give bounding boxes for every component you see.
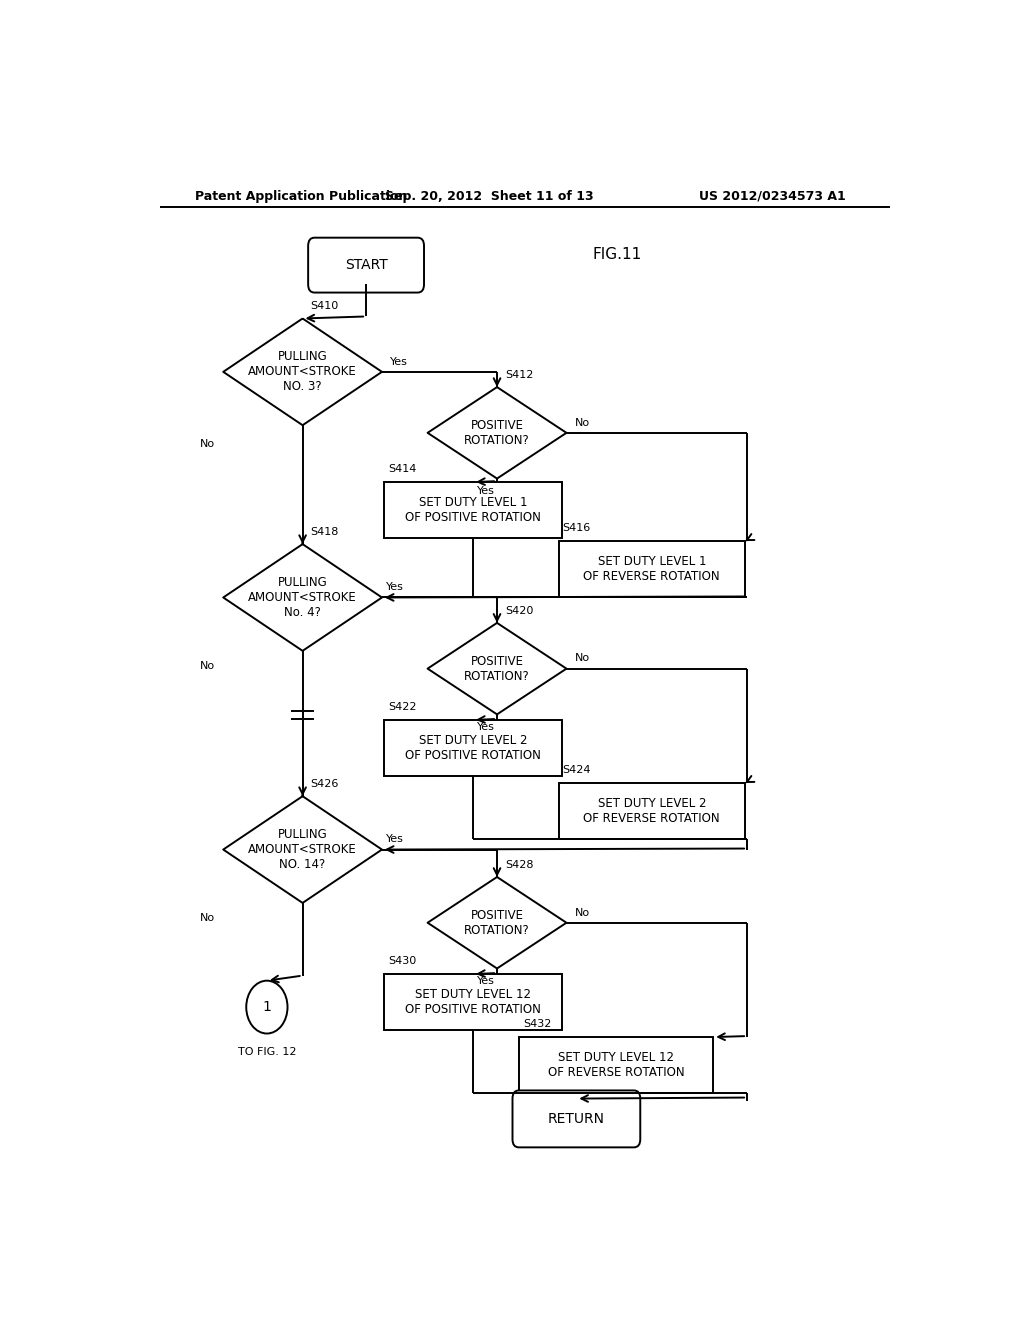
Text: Sep. 20, 2012  Sheet 11 of 13: Sep. 20, 2012 Sheet 11 of 13 xyxy=(385,190,593,202)
Text: TO FIG. 12: TO FIG. 12 xyxy=(238,1047,296,1057)
Text: POSITIVE
ROTATION?: POSITIVE ROTATION? xyxy=(464,908,529,937)
Text: SET DUTY LEVEL 2
OF REVERSE ROTATION: SET DUTY LEVEL 2 OF REVERSE ROTATION xyxy=(584,797,720,825)
Text: S418: S418 xyxy=(310,527,339,537)
Text: PULLING
AMOUNT<STROKE
NO. 3?: PULLING AMOUNT<STROKE NO. 3? xyxy=(248,350,357,393)
Text: Yes: Yes xyxy=(386,582,403,593)
Bar xyxy=(519,1038,714,1093)
Text: PULLING
AMOUNT<STROKE
NO. 14?: PULLING AMOUNT<STROKE NO. 14? xyxy=(248,828,357,871)
Text: SET DUTY LEVEL 12
OF REVERSE ROTATION: SET DUTY LEVEL 12 OF REVERSE ROTATION xyxy=(548,1051,684,1078)
Text: S416: S416 xyxy=(562,523,591,533)
Bar xyxy=(558,783,745,840)
Text: S426: S426 xyxy=(310,779,339,789)
Text: S412: S412 xyxy=(505,370,534,380)
Text: No: No xyxy=(200,661,215,671)
Text: POSITIVE
ROTATION?: POSITIVE ROTATION? xyxy=(464,655,529,682)
Text: RETURN: RETURN xyxy=(548,1111,605,1126)
Text: S428: S428 xyxy=(505,859,534,870)
Text: S414: S414 xyxy=(388,463,417,474)
Text: SET DUTY LEVEL 2
OF POSITIVE ROTATION: SET DUTY LEVEL 2 OF POSITIVE ROTATION xyxy=(406,734,541,762)
Text: START: START xyxy=(345,259,387,272)
Text: S422: S422 xyxy=(388,702,417,711)
Text: No: No xyxy=(574,908,590,917)
Text: S432: S432 xyxy=(523,1019,551,1028)
Bar xyxy=(384,974,562,1030)
FancyBboxPatch shape xyxy=(512,1090,640,1147)
Text: 1: 1 xyxy=(262,1001,271,1014)
Text: No: No xyxy=(200,913,215,923)
Bar xyxy=(558,541,745,597)
FancyBboxPatch shape xyxy=(308,238,424,293)
Text: POSITIVE
ROTATION?: POSITIVE ROTATION? xyxy=(464,418,529,447)
Text: SET DUTY LEVEL 1
OF REVERSE ROTATION: SET DUTY LEVEL 1 OF REVERSE ROTATION xyxy=(584,554,720,583)
Bar xyxy=(384,719,562,776)
Text: Yes: Yes xyxy=(390,356,408,367)
Text: SET DUTY LEVEL 1
OF POSITIVE ROTATION: SET DUTY LEVEL 1 OF POSITIVE ROTATION xyxy=(406,496,541,524)
Text: S410: S410 xyxy=(310,301,339,312)
Bar xyxy=(384,482,562,539)
Text: Yes: Yes xyxy=(477,722,495,731)
Text: Yes: Yes xyxy=(386,834,403,845)
Text: S424: S424 xyxy=(562,764,591,775)
Text: Yes: Yes xyxy=(477,975,495,986)
Text: No: No xyxy=(574,653,590,664)
Text: SET DUTY LEVEL 12
OF POSITIVE ROTATION: SET DUTY LEVEL 12 OF POSITIVE ROTATION xyxy=(406,987,541,1016)
Circle shape xyxy=(246,981,288,1034)
Text: Patent Application Publication: Patent Application Publication xyxy=(196,190,408,202)
Text: FIG.11: FIG.11 xyxy=(592,247,641,263)
Text: PULLING
AMOUNT<STROKE
No. 4?: PULLING AMOUNT<STROKE No. 4? xyxy=(248,576,357,619)
Text: S430: S430 xyxy=(388,956,416,966)
Text: Yes: Yes xyxy=(477,486,495,496)
Text: No: No xyxy=(574,417,590,428)
Text: S420: S420 xyxy=(505,606,534,615)
Text: US 2012/0234573 A1: US 2012/0234573 A1 xyxy=(699,190,846,202)
Text: No: No xyxy=(200,438,215,449)
